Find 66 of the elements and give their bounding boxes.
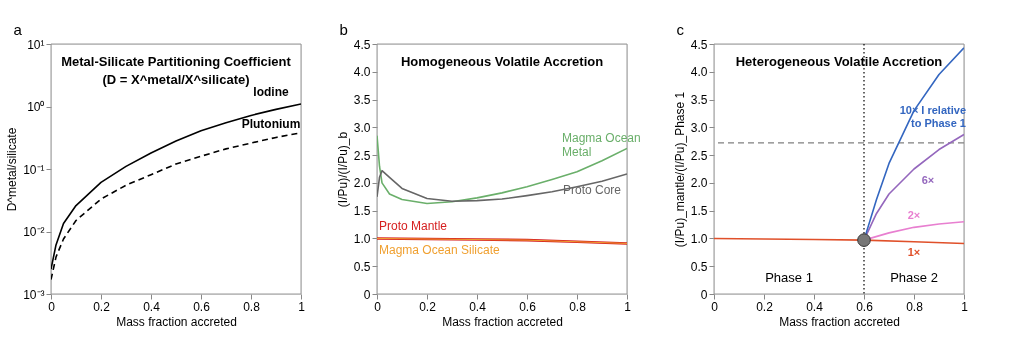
y-tick-label: 3.5 — [690, 93, 708, 108]
x-tick-label: 0 — [374, 299, 382, 314]
y-tick-label: 3.5 — [353, 93, 371, 108]
y-tick-label: 0.5 — [690, 259, 708, 274]
y-tick-label: 2.0 — [690, 176, 708, 191]
text: Metal-Silicate Partitioning Coefficient — [61, 54, 292, 69]
x-tick-label: 0.4 — [469, 299, 487, 314]
y-tick-label: 1.5 — [353, 204, 371, 219]
y-tick-label: 4.5 — [353, 37, 371, 52]
x-axis-title: Mass fraction accreted — [116, 314, 237, 329]
y-tick-label: 10⁻² — [23, 225, 45, 239]
annotation: Phase 2 — [890, 269, 938, 285]
x-axis-title: Mass fraction accreted — [442, 314, 563, 329]
text: c — [676, 21, 685, 39]
y-tick-label: 10⁻³ — [23, 287, 45, 302]
text: b — [339, 21, 348, 39]
series-label: Iodine — [253, 84, 289, 99]
y-tick-label: 0 — [363, 287, 371, 302]
x-tick-label: 0.6 — [519, 299, 537, 314]
x-tick-label: 0.8 — [243, 299, 261, 314]
series-label: Magma Ocean Silicate — [379, 243, 501, 258]
y-tick-label: 1.5 — [690, 204, 708, 219]
x-tick-label: 0.2 — [419, 299, 437, 314]
y-tick-label: 0 — [700, 287, 708, 302]
series-label: Plutonium — [241, 116, 301, 131]
y-tick-label: 10¹ — [27, 37, 45, 52]
y-tick-label: 1.0 — [353, 231, 371, 246]
y-tick-label: 1.0 — [690, 231, 708, 246]
y-tick-label: 3.0 — [690, 120, 708, 135]
x-tick-label: 0 — [48, 299, 56, 314]
x-tick-label: 0.2 — [756, 299, 774, 314]
x-tick-label: 1 — [298, 299, 306, 314]
x-tick-label: 0.8 — [569, 299, 587, 314]
x-tick-label: 0.4 — [806, 299, 824, 314]
series-label: 2× — [907, 209, 921, 222]
text: Homogeneous Volatile Accretion — [400, 54, 604, 69]
y-tick-label: 0.5 — [353, 259, 371, 274]
text: a — [13, 21, 23, 39]
x-tick-label: 0 — [711, 299, 719, 314]
x-tick-label: 0.2 — [93, 299, 111, 314]
y-tick-label: 10⁻¹ — [23, 162, 45, 177]
text: (D = X^metal/X^silicate) — [102, 72, 250, 87]
y-tick-label: 4.0 — [353, 65, 371, 80]
x-tick-label: 0.4 — [143, 299, 161, 314]
series-label: 1× — [907, 245, 921, 258]
series-label: Magma Ocean Metal — [562, 130, 641, 159]
series-label: 6× — [921, 174, 935, 186]
x-tick-label: 0.6 — [856, 299, 874, 314]
y-tick-label: 3.0 — [353, 120, 371, 135]
x-axis-title: Mass fraction accreted — [779, 314, 900, 329]
y-axis-title: D^metal/silicate — [5, 127, 20, 212]
x-tick-label: 1 — [961, 299, 969, 314]
y-tick-label: 2.0 — [353, 176, 371, 191]
y-tick-label: 2.5 — [353, 148, 371, 163]
series-label: Proto Mantle — [379, 219, 448, 234]
y-tick-label: 10⁰ — [27, 100, 45, 114]
y-tick-label: 4.0 — [690, 65, 708, 80]
y-axis-title: (I/Pu)_mantle/(I/Pu)_Phase 1 — [672, 91, 687, 248]
y-axis-title: (I/Pu)/(I/Pu)_b — [335, 131, 350, 208]
annotation: Phase 1 — [765, 269, 813, 285]
y-tick-label: 4.5 — [690, 37, 708, 52]
x-tick-label: 1 — [624, 299, 632, 314]
x-tick-label: 0.8 — [906, 299, 924, 314]
y-tick-label: 2.5 — [690, 148, 708, 163]
x-tick-label: 0.6 — [193, 299, 211, 314]
text: Heterogeneous Volatile Accretion — [735, 54, 943, 69]
